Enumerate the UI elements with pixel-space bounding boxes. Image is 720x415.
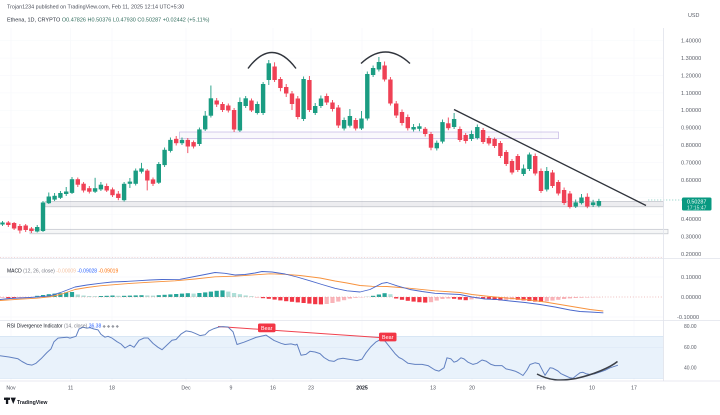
svg-text:-0.10000: -0.10000 (677, 315, 699, 321)
svg-text:0.30000: 0.30000 (681, 235, 701, 241)
svg-text:80.00: 80.00 (684, 324, 697, 330)
svg-text:0.90000: 0.90000 (681, 126, 701, 132)
svg-text:Ethena, 1D, CRYPTO O0.47826: Ethena, 1D, CRYPTO O0.47826 H0.50376 L0.… (7, 18, 210, 24)
svg-text:Nov: Nov (6, 386, 16, 392)
svg-text:1.10000: 1.10000 (681, 91, 701, 97)
svg-text:40.00: 40.00 (684, 366, 697, 372)
svg-text:0.00000: 0.00000 (681, 295, 701, 301)
svg-text:Feb: Feb (537, 386, 546, 392)
svg-text:Trojan1234 published on Tradin: Trojan1234 published on TradingView.com,… (7, 5, 184, 11)
svg-text:0.50287: 0.50287 (687, 199, 707, 205)
svg-text:USD: USD (688, 13, 699, 19)
svg-text:16: 16 (270, 386, 276, 392)
svg-text:0.80000: 0.80000 (681, 143, 701, 149)
svg-text:1.20000: 1.20000 (681, 73, 701, 79)
svg-text:0.10000: 0.10000 (681, 275, 701, 281)
svg-text:0.40000: 0.40000 (681, 217, 701, 223)
svg-text:10: 10 (589, 386, 595, 392)
svg-text:11: 11 (68, 386, 73, 392)
svg-text:9: 9 (230, 386, 233, 392)
svg-text:TradingView: TradingView (17, 400, 48, 406)
svg-text:1.30000: 1.30000 (681, 56, 701, 62)
svg-text:60.00: 60.00 (684, 345, 697, 351)
svg-text:2025: 2025 (356, 386, 368, 392)
svg-text:0.20000: 0.20000 (681, 252, 701, 258)
svg-text:17:15:47: 17:15:47 (687, 206, 707, 212)
svg-text:Bear: Bear (382, 335, 394, 341)
svg-text:0.60000: 0.60000 (681, 178, 701, 184)
svg-text:18: 18 (109, 386, 115, 392)
svg-text:Bear: Bear (261, 326, 273, 332)
svg-text:13: 13 (430, 386, 436, 392)
svg-text:20: 20 (469, 386, 475, 392)
svg-text:MACD (12, 26, close) -0.00009: MACD (12, 26, close) -0.00009 -0.09028 -… (7, 269, 118, 275)
svg-text:0.70000: 0.70000 (681, 160, 701, 166)
svg-text:1.40000: 1.40000 (681, 39, 701, 45)
svg-text:Dec: Dec (181, 386, 191, 392)
svg-text:1.00000: 1.00000 (681, 108, 701, 114)
svg-text:23: 23 (308, 386, 314, 392)
svg-text:17: 17 (631, 386, 637, 392)
